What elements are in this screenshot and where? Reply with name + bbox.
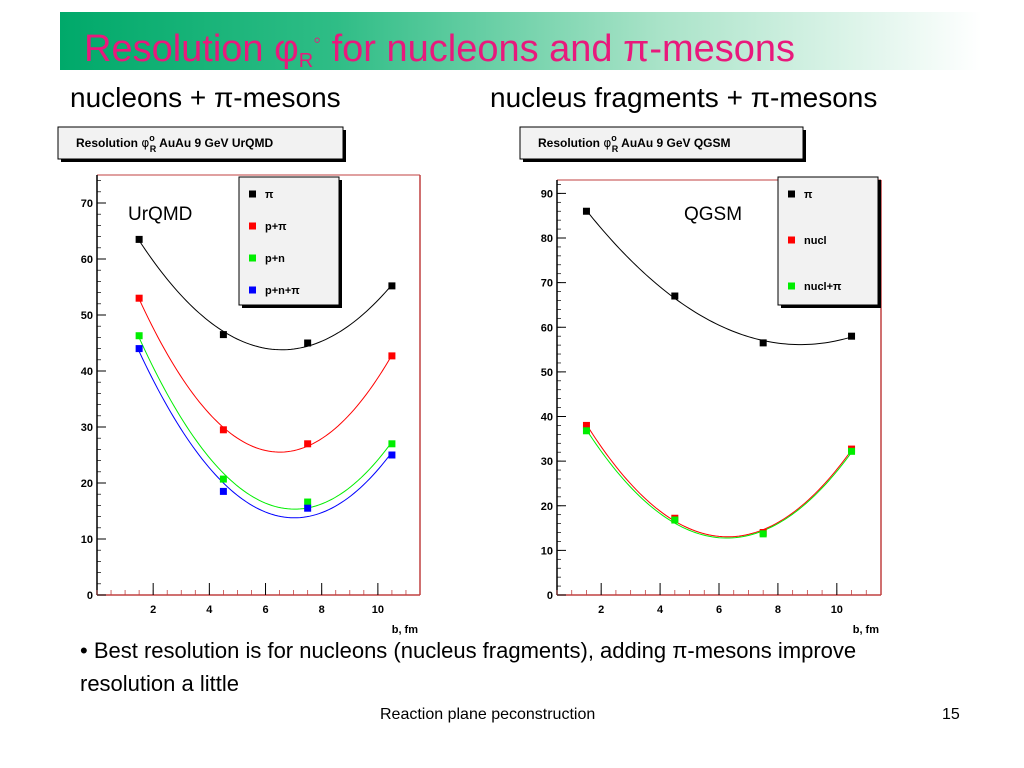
legend-label: nucl [804,235,827,247]
data-point [848,447,856,455]
x-tick-label: 8 [775,604,781,616]
x-tick-label: 6 [716,604,722,616]
x-tick-label: 6 [262,604,268,616]
series-curve [138,240,393,351]
y-tick-label: 30 [81,422,93,434]
data-point [219,487,227,495]
data-point [304,504,312,512]
data-point [388,282,396,290]
data-point [671,292,679,300]
x-axis-label: b, fm [392,624,418,636]
data-point [759,530,767,538]
y-tick-label: 0 [547,590,553,602]
x-tick-label: 8 [319,604,325,616]
legend-marker [249,254,256,262]
data-point [759,339,767,347]
chart-title: Resolution φo R AuAu 9 GeV QGSM [538,133,731,154]
data-point [304,339,312,347]
page-number: 15 [942,706,960,723]
legend-label: π [804,189,813,201]
y-tick-label: 40 [81,366,93,378]
series-curve [138,298,393,453]
data-point [219,331,227,339]
data-point [388,352,396,360]
x-tick-label: 2 [598,604,604,616]
data-point [135,294,143,302]
title-band [60,12,982,70]
x-tick-label: 2 [150,604,156,616]
legend-label: π [265,189,274,201]
series-curve [586,424,852,538]
legend-label: nucl+π [804,281,842,293]
data-point [582,427,590,435]
title-box [57,126,344,160]
legend-marker [788,236,795,244]
y-tick-label: 10 [541,545,553,557]
data-point [219,475,227,483]
left-subheading: nucleons + π-mesons [70,82,341,113]
y-tick-label: 40 [541,412,553,424]
y-tick-label: 20 [541,501,553,513]
y-tick-label: 90 [541,188,553,200]
data-point [304,440,312,448]
data-point [582,207,590,215]
data-point [304,498,312,506]
footer-title: Reaction plane peconstruction [380,706,596,723]
chart-annotation: QGSM [684,204,742,225]
chart-urqmd: Resolution φo R AuAu 9 GeV UrQMD 0 10 20 30 40… [57,126,421,636]
y-tick-label: 20 [81,478,93,490]
data-point [135,235,143,243]
series-curve [138,351,393,519]
chart-qgsm: Resolution φo R AuAu 9 GeV QGSM 0 10 20 30 40 5… [519,126,882,636]
data-point [135,345,143,353]
legend-marker [249,286,256,294]
x-tick-label: 4 [206,604,213,616]
x-tick-label: 10 [372,604,384,616]
y-tick-label: 0 [87,590,93,602]
y-tick-label: 30 [541,456,553,468]
data-point [582,421,590,429]
y-tick-label: 50 [541,367,553,379]
data-point [848,332,856,340]
x-tick-label: 4 [657,604,664,616]
slide-title: Resolution φR◦ for nucleons and π-mesons [84,27,796,72]
legend-label: p+n+π [265,285,300,297]
title-box [519,126,804,160]
y-tick-label: 10 [81,534,93,546]
legend-marker [249,222,256,230]
series-curve [138,337,393,510]
series-curve [586,210,852,346]
legend-box [238,176,340,306]
x-axis-label: b, fm [853,624,879,636]
legend-label: p+n [265,253,285,265]
y-tick-label: 50 [81,310,93,322]
chart-title: Resolution φo R AuAu 9 GeV UrQMD [76,133,274,154]
data-point [135,332,143,340]
y-tick-label: 60 [81,254,93,266]
x-tick-label: 10 [831,604,843,616]
series-curve [586,429,852,539]
data-point [388,440,396,448]
bullet-text: • Best resolution is for nucleons (nucle… [80,638,857,696]
y-tick-label: 70 [81,198,93,210]
chart-annotation: UrQMD [128,204,192,225]
data-point [219,426,227,434]
y-tick-label: 70 [541,278,553,290]
legend-marker [788,190,795,198]
data-point [388,451,396,459]
legend-label: p+π [265,221,287,233]
data-point [671,516,679,524]
legend-marker [788,282,795,290]
y-tick-label: 60 [541,322,553,334]
legend-marker [249,190,256,198]
y-tick-label: 80 [541,233,553,245]
right-subheading: nucleus fragments + π-mesons [490,82,878,113]
